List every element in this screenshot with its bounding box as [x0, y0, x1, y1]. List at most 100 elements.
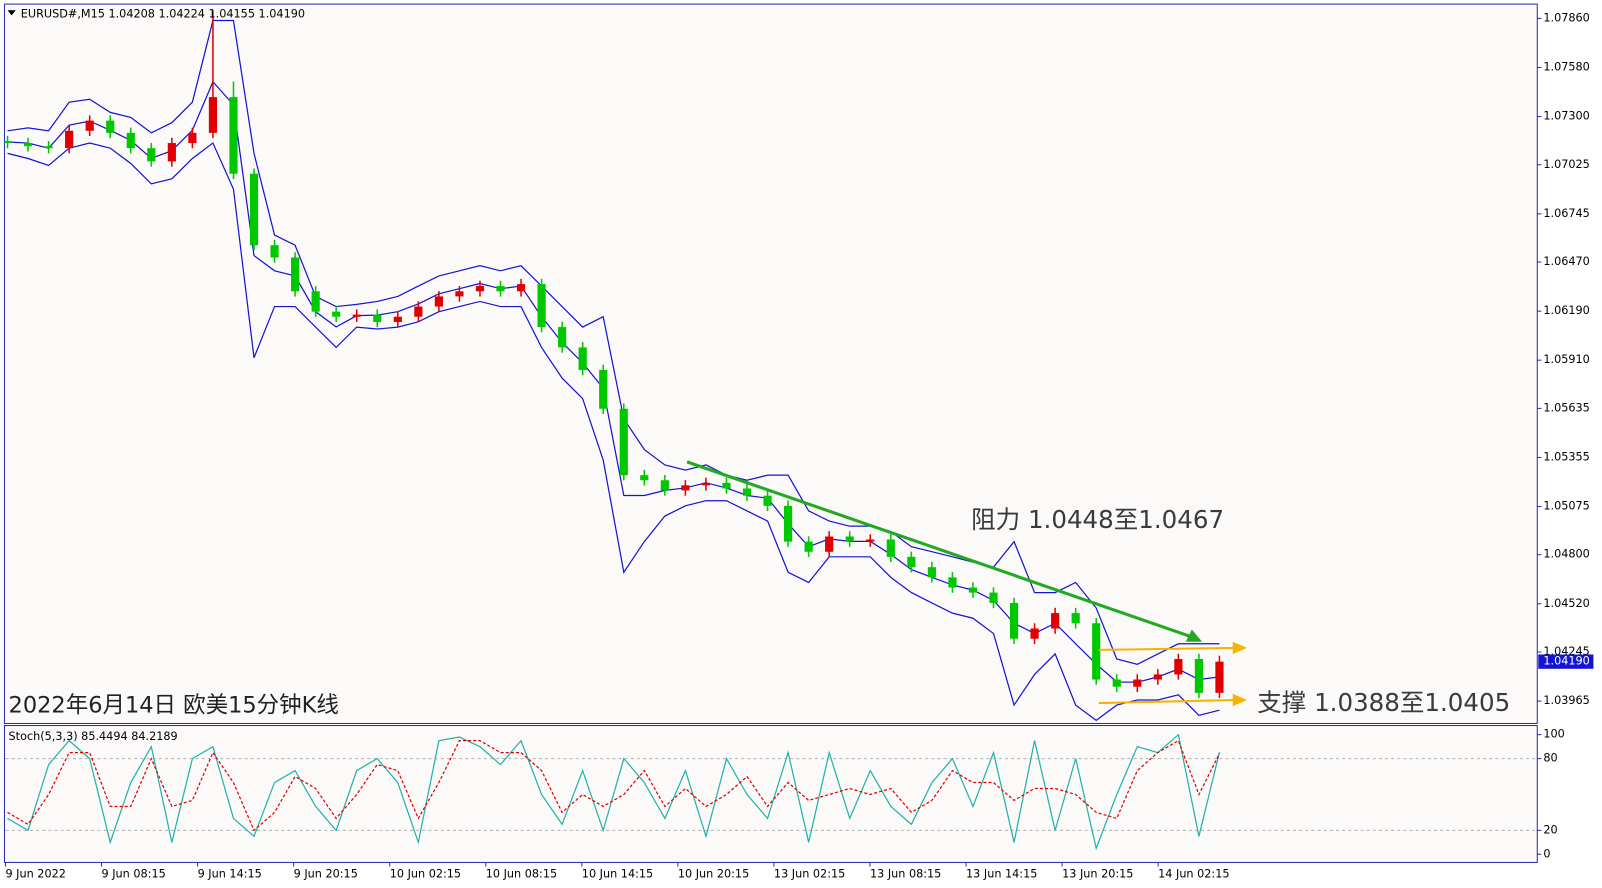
- x-tick-label: 10 Jun 02:15: [390, 868, 461, 881]
- candle-body: [886, 539, 895, 557]
- candle-body: [578, 347, 587, 371]
- arrow-head: [1232, 641, 1248, 654]
- candle-body: [291, 257, 300, 292]
- candle-body: [270, 245, 279, 258]
- candle-body: [126, 132, 135, 149]
- y-tick-label: 1.05910: [1543, 353, 1589, 366]
- menu-arrow: [7, 10, 16, 16]
- candle-body: [44, 146, 53, 149]
- x-tick-label: 10 Jun 20:15: [678, 868, 749, 881]
- stoch-panel: [3, 725, 1538, 863]
- candle-body: [352, 314, 361, 317]
- candle-body: [85, 120, 94, 131]
- support-note: 支撑 1.0388至1.0405: [1257, 688, 1510, 717]
- candle-body: [784, 505, 793, 542]
- candle-body: [393, 316, 402, 322]
- y-tick-label: 1.06470: [1543, 255, 1589, 268]
- y-tick-label: 100: [1543, 728, 1564, 741]
- candle-body: [1174, 659, 1183, 675]
- x-tick-label: 9 Jun 08:15: [102, 868, 166, 881]
- candle-body: [1071, 613, 1080, 624]
- candle-body: [927, 567, 936, 578]
- candle-body: [4, 141, 12, 144]
- x-tick-label: 9 Jun 20:15: [294, 868, 358, 881]
- candle-body: [1051, 613, 1060, 629]
- x-tick-label: 13 Jun 02:15: [774, 868, 845, 881]
- candle-body: [1215, 661, 1224, 693]
- candle-body: [599, 370, 608, 409]
- candle-body: [825, 536, 834, 552]
- resistance-arrow: [1098, 646, 1235, 651]
- candle-body: [475, 286, 485, 292]
- candle-body: [434, 296, 443, 307]
- y-tick-label: 1.04520: [1543, 597, 1589, 610]
- resistance-note: 阻力 1.0448至1.0467: [971, 505, 1224, 534]
- candle-body: [167, 143, 176, 162]
- candle-body: [229, 97, 238, 174]
- current-price-label: 1.04190: [1543, 655, 1589, 668]
- candle-body: [147, 148, 156, 162]
- candle-body: [65, 130, 74, 149]
- indicator-line: [7, 739, 1221, 832]
- candle-body: [968, 587, 978, 593]
- y-tick-label: 1.05355: [1543, 450, 1589, 463]
- y-tick-label: 20: [1543, 823, 1557, 836]
- candle-body: [948, 577, 957, 588]
- plot-layer: 1.07860 1.07580 1.07300 1.07025 1.06745 1.064…: [4, 10, 1594, 881]
- y-tick-label: 1.04800: [1543, 548, 1589, 561]
- candle-body: [804, 541, 813, 552]
- candle-body: [1030, 628, 1039, 639]
- arrow-head: [1185, 629, 1203, 642]
- candle-body: [1194, 659, 1203, 693]
- x-tick-label: 10 Jun 14:15: [582, 868, 653, 881]
- candle-body: [249, 173, 259, 246]
- main-panel: [3, 3, 1538, 724]
- y-tick-label: 1.05075: [1543, 500, 1589, 513]
- candle-body: [23, 143, 33, 147]
- candle-body: [208, 97, 218, 133]
- candle-body: [1133, 679, 1142, 687]
- indicator-line: [7, 19, 1220, 665]
- y-tick-label: 80: [1543, 752, 1557, 765]
- candle-body: [516, 284, 526, 292]
- candle-body: [106, 120, 115, 133]
- candle-body: [332, 311, 341, 317]
- x-tick-label: 9 Jun 2022: [5, 868, 65, 881]
- candle-body: [866, 539, 875, 542]
- y-tick-label: 0: [1543, 847, 1550, 860]
- current-price-box: [1538, 654, 1594, 669]
- candle-body: [414, 306, 423, 317]
- candle-body: [763, 495, 772, 506]
- x-tick-label: 9 Jun 14:15: [198, 868, 262, 881]
- candle-body: [619, 408, 628, 476]
- y-tick-label: 1.05635: [1543, 401, 1589, 414]
- y-tick-label: 1.07025: [1543, 158, 1589, 171]
- candle-body: [701, 482, 711, 486]
- candle-body: [742, 488, 752, 496]
- y-tick-label: 1.07580: [1543, 61, 1589, 74]
- candle-body: [537, 284, 546, 328]
- indicator-line: [7, 142, 1220, 722]
- y-tick-label: 1.07300: [1543, 110, 1589, 123]
- x-tick-label: 13 Jun 20:15: [1062, 868, 1133, 881]
- symbol-header: EURUSD#,M15 1.04208 1.04224 1.04155 1.04…: [21, 7, 305, 20]
- x-tick-label: 13 Jun 14:15: [966, 868, 1037, 881]
- y-tick-label: 1.07860: [1543, 11, 1589, 24]
- stoch-header: Stoch(5,3,3) 85.4494 84.2189: [9, 730, 178, 743]
- candle-body: [845, 536, 854, 542]
- candle-body: [1092, 623, 1101, 680]
- candle-body: [188, 132, 197, 144]
- candle-body: [1153, 674, 1162, 680]
- resistance-trendline: [686, 460, 1195, 640]
- candle-body: [311, 291, 320, 312]
- candle-body: [1009, 602, 1019, 639]
- x-tick-label: 13 Jun 08:15: [870, 868, 941, 881]
- y-tick-label: 1.06745: [1543, 207, 1589, 220]
- support-arrow: [1098, 698, 1235, 705]
- candle-body: [681, 485, 690, 491]
- candle-body: [373, 314, 382, 322]
- x-tick-label: 14 Jun 02:15: [1158, 868, 1229, 881]
- candle-body: [496, 286, 505, 292]
